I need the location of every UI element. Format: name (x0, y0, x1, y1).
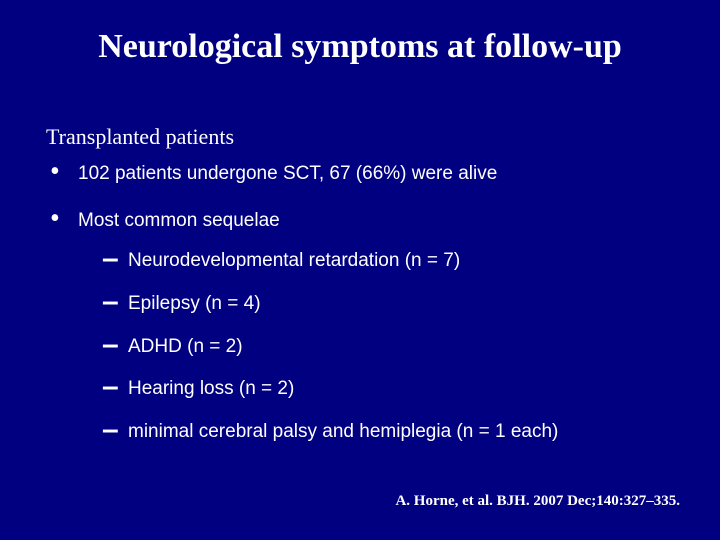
dash-icon: – (102, 415, 119, 445)
sub-bullet-text: Epilepsy (n = 4) (128, 293, 261, 314)
sub-bullet-item: – Hearing loss (n = 2) (102, 377, 674, 402)
sub-bullet-text: Hearing loss (n = 2) (128, 378, 294, 399)
sub-bullet-text: minimal cerebral palsy and hemiplegia (n… (128, 421, 558, 442)
sub-bullet-item: – Neurodevelopmental retardation (n = 7) (102, 249, 674, 274)
dash-icon: – (102, 330, 119, 360)
sub-bullet-text: ADHD (n = 2) (128, 336, 243, 357)
bullet-item: • 102 patients undergone SCT, 67 (66%) w… (46, 162, 674, 187)
bullet-disc-icon: • (50, 158, 60, 186)
sub-bullet-list: – Neurodevelopmental retardation (n = 7)… (78, 249, 674, 444)
bullet-text: 102 patients undergone SCT, 67 (66%) wer… (78, 163, 497, 184)
slide-subtitle: Transplanted patients (46, 124, 234, 150)
bullet-item: • Most common sequelae – Neurodevelopmen… (46, 209, 674, 445)
citation: A. Horne, et al. BJH. 2007 Dec;140:327–3… (395, 493, 680, 510)
bullet-text: Most common sequelae (78, 210, 280, 231)
slide-title: Neurological symptoms at follow-up (0, 28, 720, 66)
dash-icon: – (102, 372, 119, 402)
slide: Neurological symptoms at follow-up Trans… (0, 0, 720, 540)
sub-bullet-item: – Epilepsy (n = 4) (102, 292, 674, 317)
bullet-disc-icon: • (50, 205, 60, 233)
sub-bullet-item: – minimal cerebral palsy and hemiplegia … (102, 420, 674, 445)
dash-icon: – (102, 244, 119, 274)
dash-icon: – (102, 287, 119, 317)
bullet-list: • 102 patients undergone SCT, 67 (66%) w… (46, 162, 674, 445)
sub-bullet-item: – ADHD (n = 2) (102, 335, 674, 360)
sub-bullet-text: Neurodevelopmental retardation (n = 7) (128, 250, 460, 271)
slide-body: • 102 patients undergone SCT, 67 (66%) w… (46, 162, 674, 467)
